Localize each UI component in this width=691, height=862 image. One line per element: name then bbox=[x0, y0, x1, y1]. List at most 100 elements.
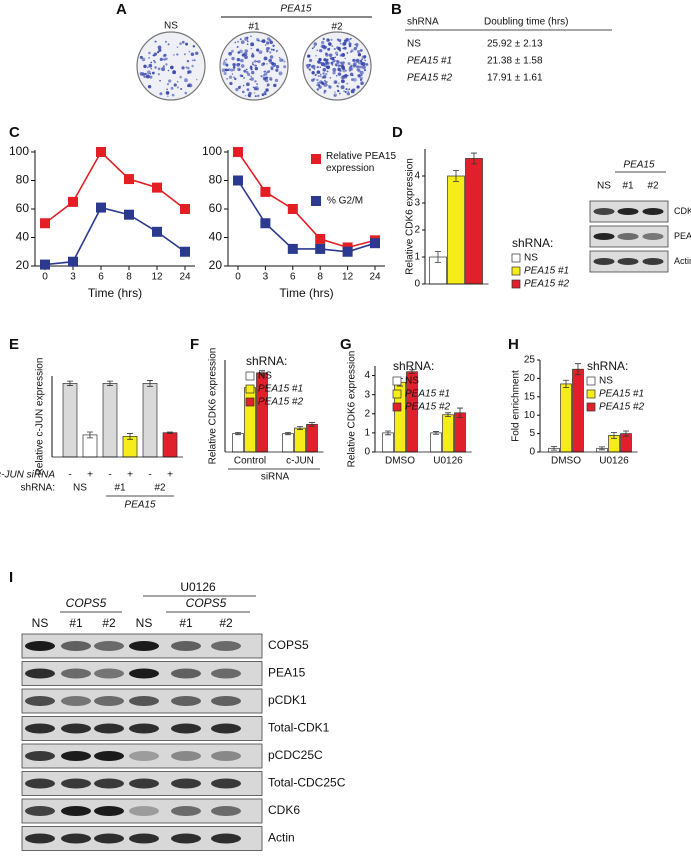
x-tick-label: 0 bbox=[235, 272, 241, 283]
band bbox=[94, 723, 124, 734]
colony bbox=[320, 81, 324, 85]
y-tick-label: 100 bbox=[9, 144, 29, 158]
colony bbox=[165, 63, 168, 66]
panel-letter: F bbox=[190, 336, 199, 353]
x-axis-title: Time (hrs) bbox=[279, 286, 333, 300]
colony bbox=[186, 66, 190, 70]
colony bbox=[248, 91, 252, 96]
y-tick-label: 2 bbox=[364, 408, 370, 419]
colony bbox=[335, 64, 338, 67]
colony bbox=[353, 46, 357, 51]
colony bbox=[243, 76, 246, 79]
error-bar bbox=[433, 431, 439, 435]
colony bbox=[326, 38, 330, 42]
colony bbox=[349, 66, 352, 69]
colony bbox=[241, 90, 245, 94]
colony bbox=[361, 62, 365, 66]
lane-label: NS bbox=[597, 181, 611, 192]
colony bbox=[231, 73, 234, 75]
colony bbox=[255, 64, 258, 67]
y-tick-label: 10 bbox=[524, 410, 536, 421]
band bbox=[593, 258, 615, 265]
band bbox=[25, 833, 55, 844]
colony bbox=[310, 65, 313, 68]
row-label: Actin bbox=[268, 831, 295, 845]
bar bbox=[430, 432, 442, 453]
colony bbox=[306, 66, 310, 69]
panel-letter: D bbox=[392, 124, 403, 141]
y-tick-label: 0 bbox=[364, 447, 370, 458]
y-axis-title: Fold enrichment bbox=[511, 370, 522, 442]
table-cell: 25.92 ± 2.13 bbox=[487, 39, 543, 50]
colony bbox=[159, 92, 163, 96]
point bbox=[287, 243, 298, 254]
group-label: COPS5 bbox=[186, 596, 227, 610]
colony bbox=[180, 87, 183, 91]
point bbox=[342, 246, 353, 257]
colony bbox=[250, 42, 255, 47]
colony bbox=[333, 47, 336, 51]
y-tick-label: 15 bbox=[524, 391, 536, 402]
x-tick-label: #2 bbox=[154, 483, 166, 494]
x-tick-label: 3 bbox=[263, 272, 269, 283]
error-bar bbox=[445, 412, 451, 418]
group-label: COPS5 bbox=[66, 596, 107, 610]
panel-letter: I bbox=[9, 569, 13, 586]
colony bbox=[355, 58, 360, 63]
legend-label: % G2/M bbox=[327, 196, 363, 207]
bar bbox=[282, 433, 294, 453]
colony bbox=[152, 54, 155, 57]
colony bbox=[172, 53, 175, 56]
colony bbox=[353, 43, 356, 46]
colony bbox=[143, 64, 147, 69]
colony bbox=[270, 48, 273, 51]
colony bbox=[159, 57, 163, 61]
colony bbox=[145, 74, 150, 79]
colony bbox=[252, 61, 254, 64]
colony bbox=[239, 38, 242, 41]
colony bbox=[161, 67, 166, 72]
x-tick-label: 0 bbox=[42, 272, 48, 283]
colony bbox=[226, 77, 229, 80]
colony bbox=[336, 59, 339, 63]
colony bbox=[266, 85, 269, 87]
y-tick-label: 40 bbox=[16, 230, 30, 244]
table-header: shRNA bbox=[407, 17, 439, 28]
legend-swatch bbox=[586, 402, 596, 412]
colony bbox=[342, 68, 346, 73]
error-bar bbox=[563, 379, 569, 388]
colony bbox=[364, 59, 366, 62]
colony bbox=[332, 59, 336, 63]
colony bbox=[324, 79, 326, 82]
colony bbox=[317, 74, 320, 78]
colony bbox=[341, 75, 346, 79]
colony bbox=[236, 57, 241, 62]
group-label: PEA15 bbox=[124, 500, 156, 511]
colony bbox=[265, 88, 269, 92]
sign-label: - bbox=[108, 470, 111, 481]
band bbox=[61, 806, 91, 816]
legend-swatch bbox=[511, 279, 521, 289]
error-bar bbox=[87, 431, 93, 439]
colony bbox=[176, 86, 180, 89]
legend-swatch bbox=[511, 266, 521, 276]
panel-letter: H bbox=[508, 336, 519, 353]
colony bbox=[154, 66, 157, 69]
band bbox=[129, 723, 159, 734]
band bbox=[642, 208, 664, 215]
colony bbox=[170, 86, 174, 90]
colony bbox=[336, 53, 339, 56]
colony bbox=[324, 45, 328, 49]
colony bbox=[338, 92, 341, 95]
colony bbox=[272, 48, 275, 52]
band bbox=[94, 833, 124, 844]
y-tick-label: 25 bbox=[524, 355, 536, 366]
colony bbox=[278, 56, 281, 59]
colony bbox=[283, 65, 287, 69]
colony bbox=[158, 48, 162, 52]
group-label: PEA15 bbox=[623, 160, 655, 171]
colony bbox=[237, 40, 240, 43]
band bbox=[61, 641, 91, 651]
colony bbox=[346, 92, 350, 96]
colony bbox=[263, 91, 267, 94]
